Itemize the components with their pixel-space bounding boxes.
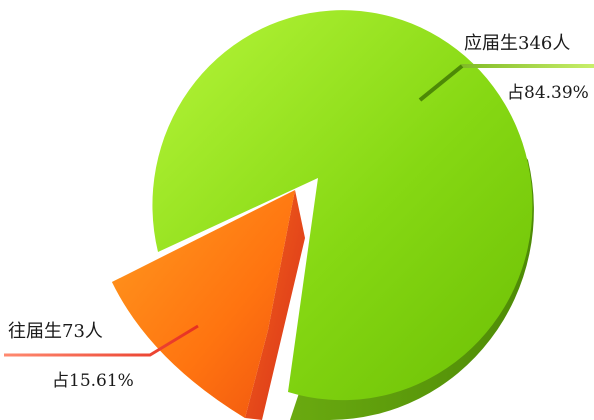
slice-side-wangjiesheng bbox=[245, 190, 305, 420]
slice-label-wangjiesheng: 往届生73人 bbox=[8, 321, 103, 342]
slice-yingjiesheng bbox=[152, 10, 533, 401]
slice-percent-wangjiesheng: 占15.61% bbox=[52, 371, 134, 391]
leader-line-wangjiesheng bbox=[4, 324, 199, 357]
leader-line-accent-yingjiesheng bbox=[418, 64, 464, 102]
slice-wangjiesheng bbox=[112, 190, 295, 418]
slice-percent-yingjiesheng: 占84.39% bbox=[507, 83, 589, 103]
slice-label-yingjiesheng: 应届生346人 bbox=[464, 33, 570, 54]
